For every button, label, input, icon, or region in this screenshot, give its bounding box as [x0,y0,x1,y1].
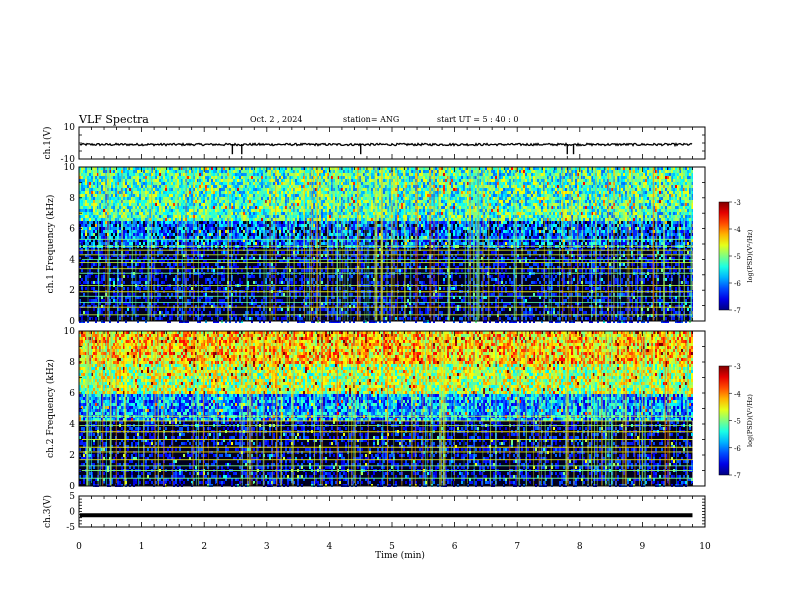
x-tick-label: 9 [640,542,646,552]
y-tick-label-p1: 2 [69,286,75,296]
colorbar-label-p2: log(PSD)(V²/Hz) [746,394,754,447]
figure-title: VLF Spectra [79,113,149,126]
y-tick-label-p0: 10 [64,123,76,133]
x-tick-label: 8 [577,542,583,552]
colorbar-tick-label-p2: -3 [734,363,741,371]
colorbar-tick-label-p2: -6 [734,445,741,453]
y-tick-label-p2: 8 [69,358,75,368]
x-tick-label: 0 [76,542,82,552]
y-tick-label-p2: 10 [64,327,76,337]
y-tick-label-p1: 10 [64,163,76,173]
colorbar-tick-label-p1: -3 [734,199,741,207]
y-tick-label-p2: 0 [69,482,75,492]
x-tick-label: 7 [514,542,520,552]
y-tick-label-p2: 2 [69,451,75,461]
spectrogram-ylabel-p2: ch.2 Frequency (kHz) [45,359,56,458]
x-tick-label: 5 [389,542,395,552]
colorbar-p1 [718,201,730,311]
colorbar-p2 [718,365,730,476]
y-tick-label-p3: 0 [69,508,75,518]
colorbar-tick-label-p1: -5 [734,253,741,261]
x-tick-label: 2 [201,542,207,552]
x-tick-label: 3 [264,542,270,552]
x-tick-label: 10 [699,542,711,552]
colorbar-tick-label-p2: -7 [734,472,741,480]
colorbar-tick-label-p2: -5 [734,418,741,426]
ch1-waveform-trace [79,142,693,148]
start-time-label: start UT = 5 : 40 : 0 [437,115,518,124]
x-tick-label: 4 [327,542,333,552]
y-tick-label-p2: 4 [69,420,75,430]
y-tick-label-p1: 6 [69,225,75,235]
ch1-ylabel: ch.1(V) [42,127,53,160]
y-tick-label-p2: 6 [69,389,75,399]
x-axis-label: Time (min) [375,550,425,561]
x-tick-label: 6 [452,542,458,552]
y-tick-label-p1: 0 [69,317,75,327]
colorbar-tick-label-p1: -6 [734,280,741,288]
ch3-ylabel: ch.3(V) [42,495,53,528]
x-tick-label: 1 [139,542,145,552]
date-label: Oct. 2 , 2024 [250,115,302,124]
colorbar-label-p1: log(PSD)(V²/Hz) [746,229,754,282]
station-label: station= ANG [343,115,399,124]
y-tick-label-p1: 4 [69,255,75,265]
spectrogram-ylabel-p1: ch.1 Frequency (kHz) [45,195,56,294]
colorbar-tick-label-p1: -7 [734,307,741,315]
y-tick-label-p3: 5 [69,492,75,502]
colorbar-tick-label-p2: -4 [734,390,741,398]
y-tick-label-p0: -10 [61,155,76,165]
y-tick-label-p3: -5 [66,523,75,533]
colorbar-tick-label-p1: -4 [734,226,741,234]
y-tick-label-p1: 8 [69,194,75,204]
